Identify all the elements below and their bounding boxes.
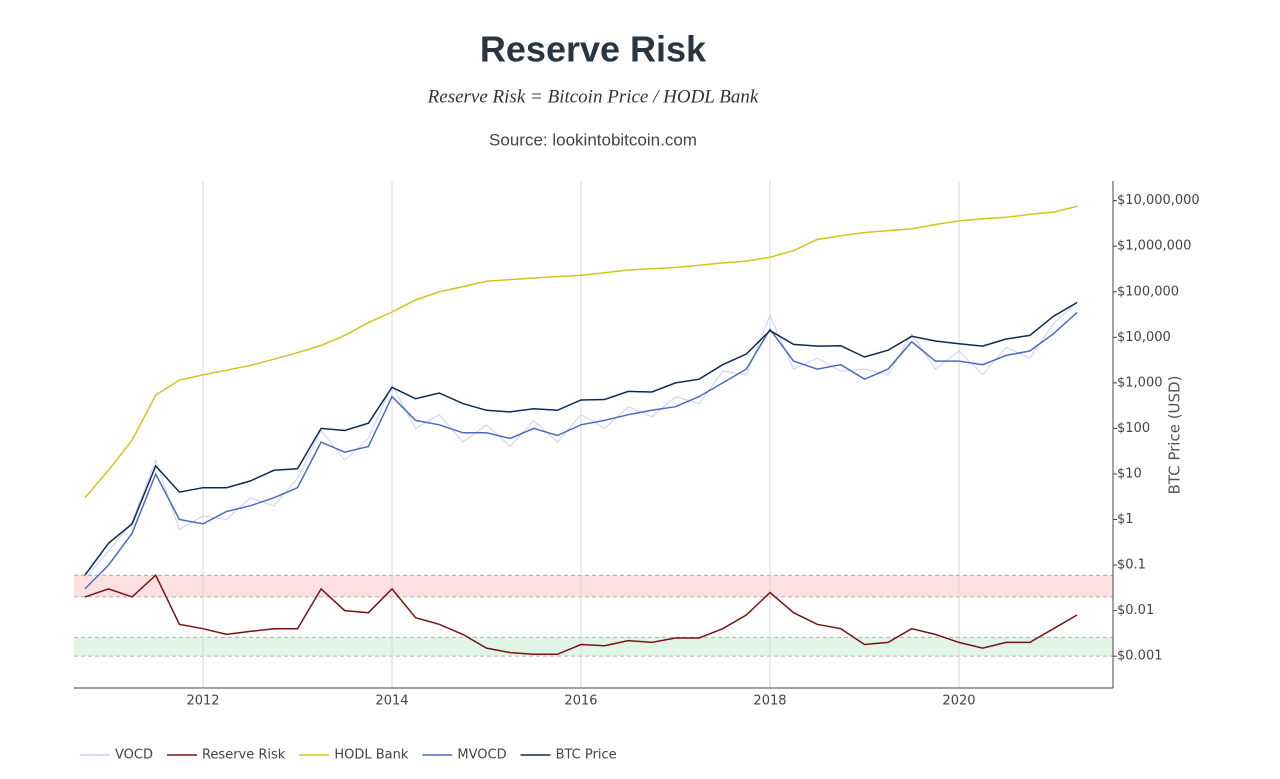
legend-label: BTC Price bbox=[556, 748, 617, 763]
y-tick-label: $10 bbox=[1117, 466, 1142, 481]
y-tick-label: $1,000,000 bbox=[1117, 239, 1191, 254]
series-line bbox=[84, 573, 1078, 656]
y-tick-label: $1 bbox=[1117, 512, 1134, 527]
x-tick-label: 2016 bbox=[564, 694, 597, 709]
y-tick-label: $1,000 bbox=[1117, 375, 1163, 390]
x-tick-label: 2018 bbox=[753, 694, 786, 709]
y-tick-label: $0.001 bbox=[1117, 649, 1163, 664]
series-line bbox=[84, 301, 1078, 576]
legend-label: HODL Bank bbox=[334, 748, 409, 763]
zone-band bbox=[74, 637, 1113, 657]
y-tick-label: $0.1 bbox=[1117, 558, 1146, 573]
y-tick-label: $100,000 bbox=[1117, 284, 1179, 299]
y-tick-label: $100 bbox=[1117, 421, 1150, 436]
y-axis-label: BTC Price (USD) bbox=[1166, 376, 1184, 495]
y-tick-label: $0.01 bbox=[1117, 603, 1154, 618]
chart-source: Source: lookintobitcoin.com bbox=[489, 130, 697, 149]
x-tick-label: 2012 bbox=[186, 694, 219, 709]
zone-band bbox=[74, 575, 1113, 597]
y-tick-label: $10,000,000 bbox=[1117, 193, 1200, 208]
x-tick-label: 2020 bbox=[942, 694, 975, 709]
chart-title: Reserve Risk bbox=[480, 29, 707, 70]
y-tick-label: $10,000 bbox=[1117, 330, 1171, 345]
series-line bbox=[84, 311, 1078, 590]
legend-label: Reserve Risk bbox=[202, 748, 286, 763]
legend-label: VOCD bbox=[115, 748, 153, 763]
series-line bbox=[84, 205, 1078, 499]
x-tick-label: 2014 bbox=[375, 694, 408, 709]
series-line bbox=[84, 301, 1078, 580]
legend-label: MVOCD bbox=[457, 748, 506, 763]
chart-subtitle: Reserve Risk = Bitcoin Price / HODL Bank bbox=[427, 86, 759, 107]
